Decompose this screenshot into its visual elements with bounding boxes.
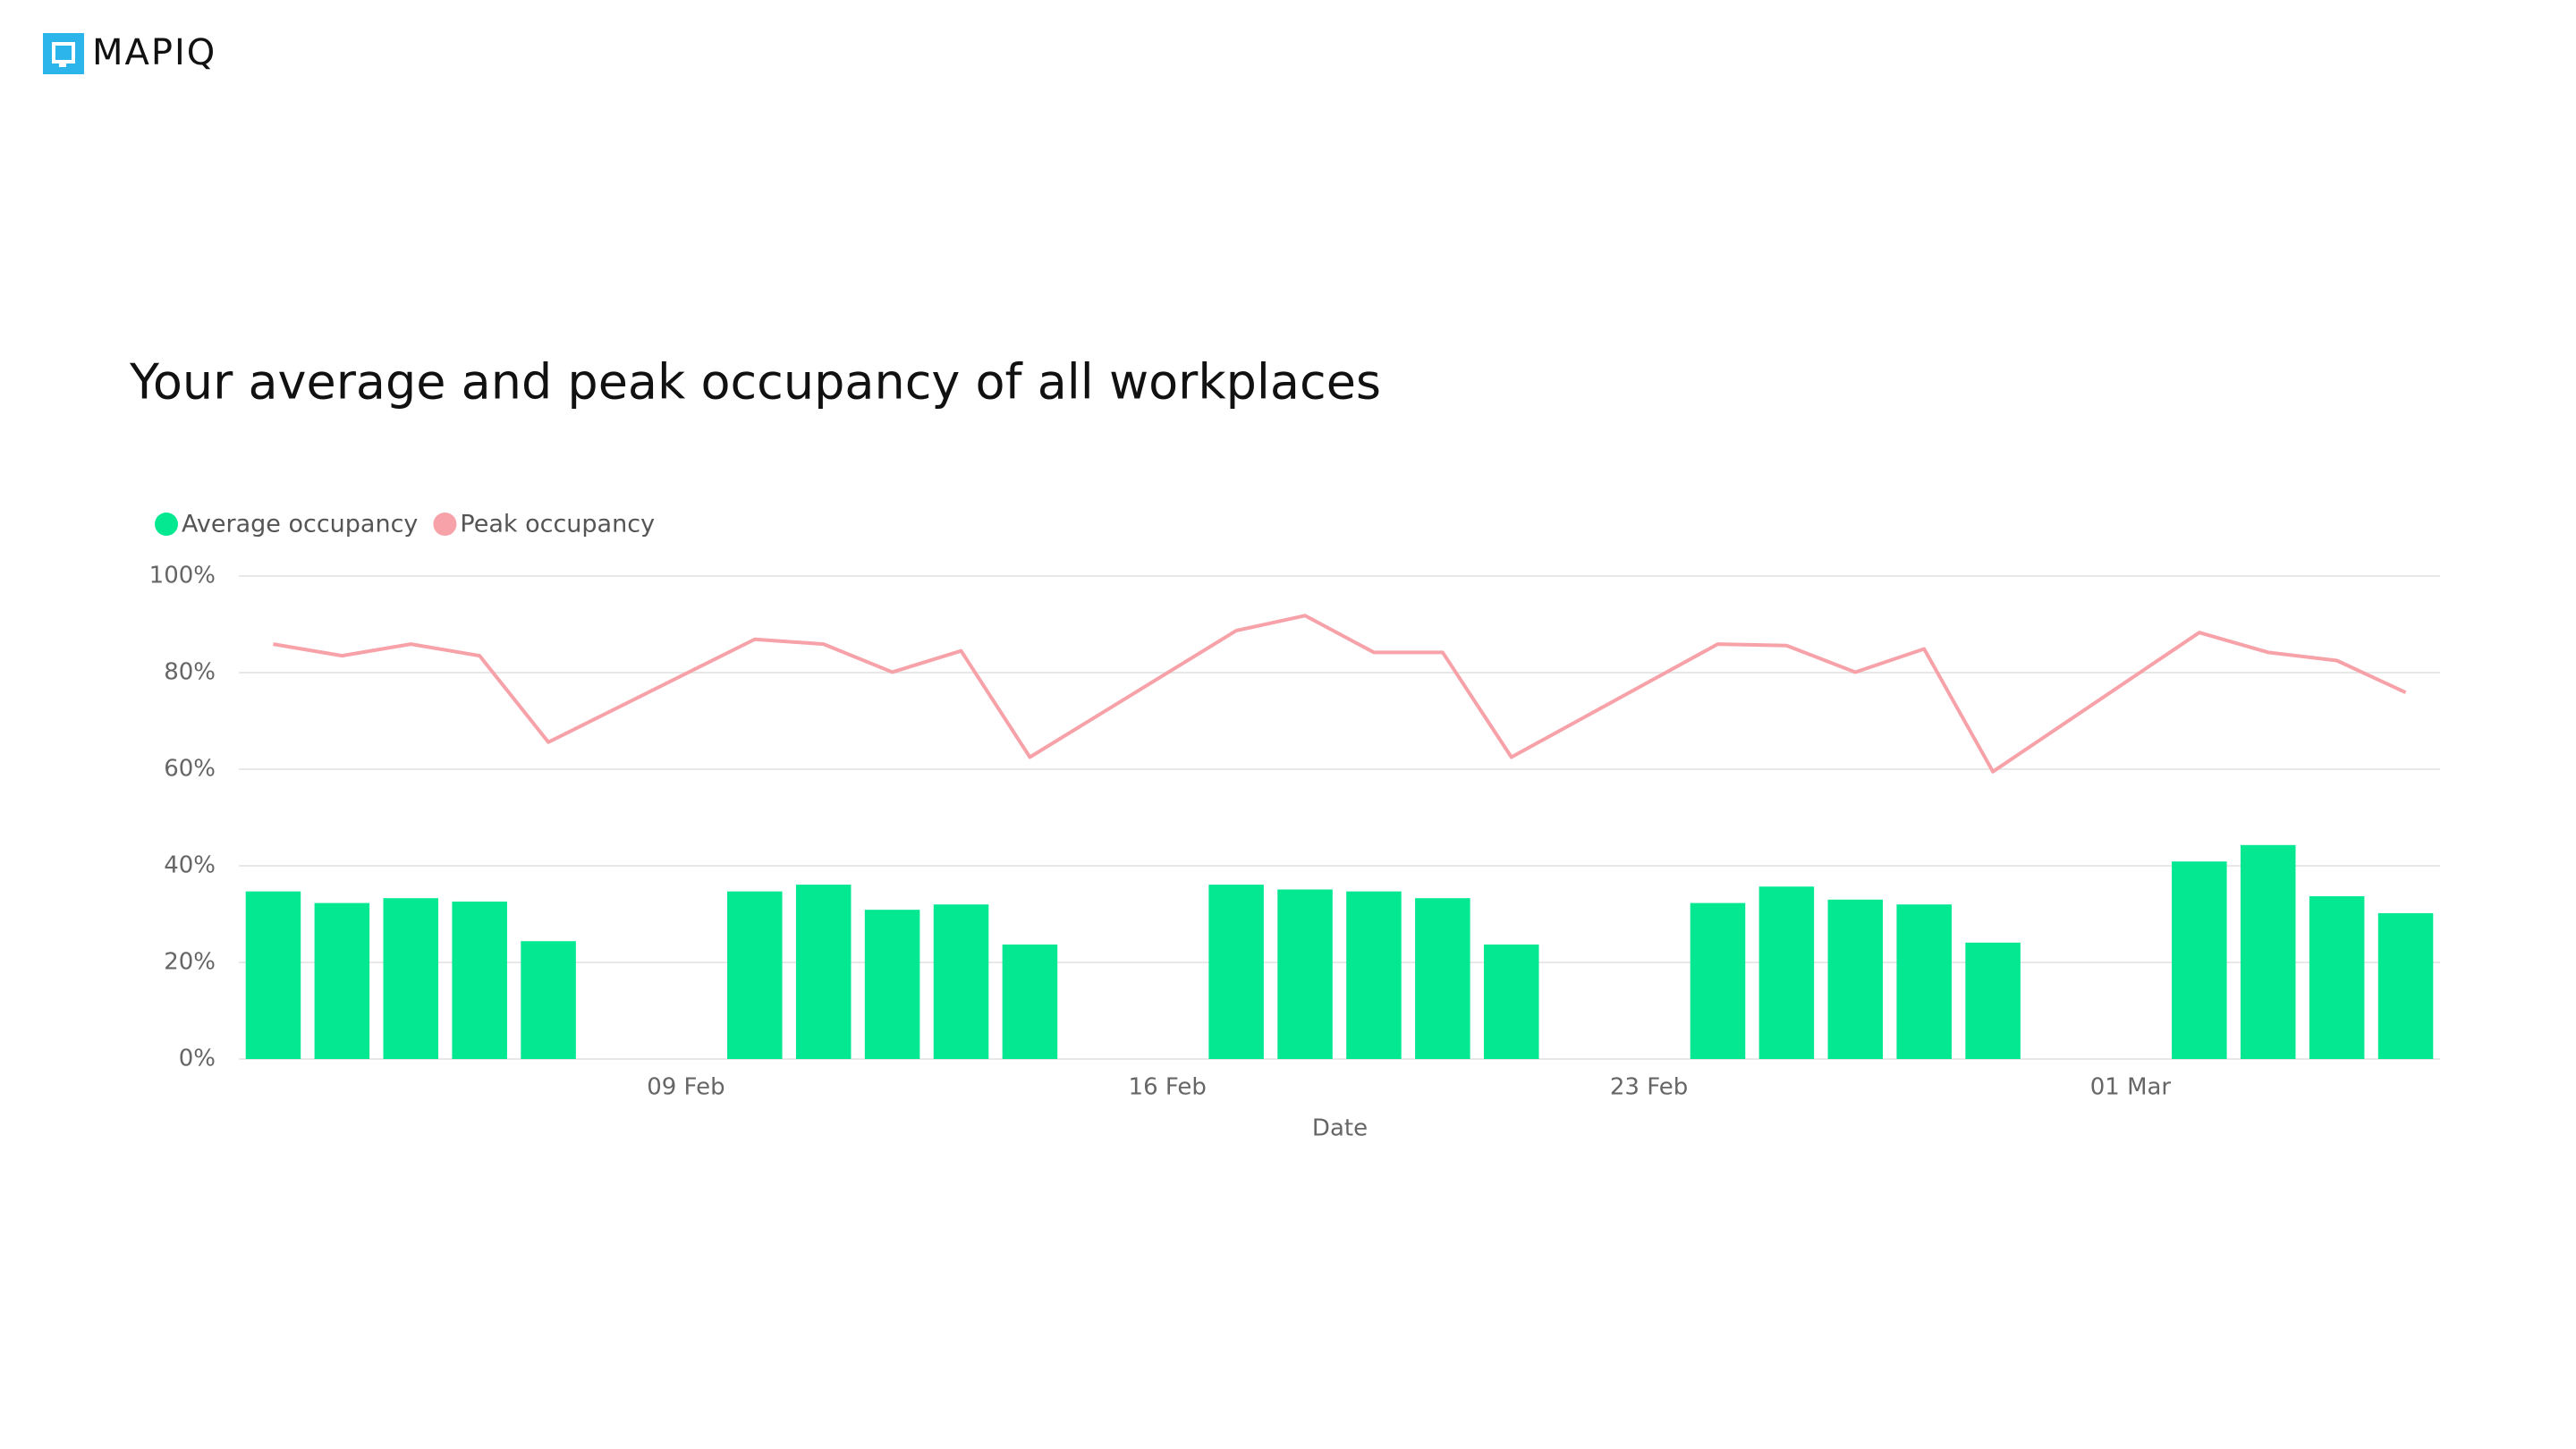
bar	[2377, 912, 2434, 1059]
bar	[1965, 942, 2021, 1059]
bar	[1690, 902, 1746, 1059]
logo-icon-hole	[55, 46, 72, 60]
bar	[521, 941, 576, 1059]
bar	[2309, 896, 2365, 1059]
y-tick-label: 60%	[164, 756, 216, 783]
y-tick-label: 100%	[149, 563, 216, 589]
y-tick-label: 20%	[164, 949, 216, 976]
x-tick-label: 01 Mar	[2090, 1074, 2172, 1101]
bar	[864, 910, 920, 1059]
bar	[1346, 891, 1402, 1059]
y-tick-label: 40%	[164, 852, 216, 879]
bar	[1277, 889, 1333, 1059]
logo-icon-notch	[59, 60, 66, 67]
legend-label: Peak occupancy	[460, 511, 655, 538]
bar	[1002, 945, 1058, 1059]
legend-marker	[155, 513, 178, 536]
bar	[727, 891, 783, 1059]
bar	[314, 902, 370, 1059]
bar	[795, 885, 852, 1059]
line	[273, 614, 2407, 774]
bar	[2240, 844, 2296, 1059]
y-tick-label: 80%	[164, 659, 216, 686]
bar	[1896, 904, 1952, 1059]
bar	[383, 898, 439, 1059]
bar	[933, 904, 989, 1059]
bar	[1415, 898, 1470, 1059]
x-tick-label: 16 Feb	[1129, 1074, 1207, 1101]
bar	[1758, 886, 1815, 1059]
bar	[452, 901, 507, 1059]
legend-label: Average occupancy	[182, 511, 418, 538]
legend-marker	[433, 513, 457, 536]
y-tick-label: 0%	[179, 1046, 216, 1072]
x-tick-label: 09 Feb	[647, 1074, 724, 1101]
bar	[1484, 945, 1539, 1059]
x-tick-label: 23 Feb	[1610, 1074, 1688, 1101]
chart-title: Your average and peak occupancy of all w…	[129, 354, 1381, 411]
logo-text: MAPIQ	[92, 32, 216, 73]
x-axis-label: Date	[1312, 1115, 1368, 1142]
bar	[1208, 885, 1264, 1059]
logo: MAPIQ	[43, 32, 216, 74]
bar	[2172, 861, 2227, 1059]
bar	[1827, 899, 1884, 1059]
bar	[245, 891, 301, 1059]
